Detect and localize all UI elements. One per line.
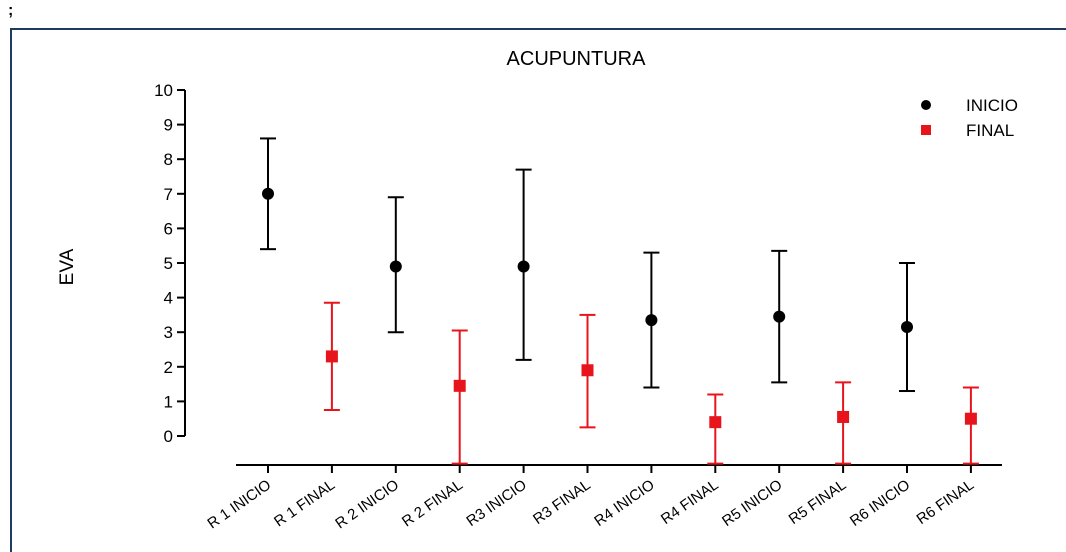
data-point-inicio bbox=[389, 260, 402, 273]
data-point-final bbox=[325, 350, 338, 363]
corner-mark: ; bbox=[8, 2, 14, 19]
x-tick-label: R4 FINAL bbox=[658, 476, 722, 528]
data-point-final bbox=[837, 410, 850, 423]
x-tick-label: R 1 FINAL bbox=[271, 476, 338, 530]
legend-marker-inicio bbox=[921, 100, 931, 110]
y-tick-label: 6 bbox=[164, 219, 173, 238]
chart-title: ACUPUNTURA bbox=[507, 48, 647, 70]
legend-label-final: FINAL bbox=[966, 121, 1014, 140]
y-tick-label: 10 bbox=[154, 81, 173, 100]
y-tick-label: 5 bbox=[164, 254, 173, 273]
data-point-inicio bbox=[773, 310, 786, 323]
axes: 0 1 2 3 4 5 6 7 8 9 10 bbox=[154, 81, 1002, 473]
data-point-final bbox=[453, 379, 466, 392]
data-point-final bbox=[581, 364, 594, 377]
y-tick-label: 1 bbox=[164, 392, 173, 411]
y-tick-label: 0 bbox=[164, 427, 173, 446]
x-tick-label: R3 INICIO bbox=[463, 476, 529, 530]
data-point-inicio bbox=[517, 260, 530, 273]
legend: INICIO FINAL bbox=[921, 96, 1018, 140]
y-tick-label: 3 bbox=[164, 323, 173, 342]
legend-marker-final bbox=[921, 125, 931, 135]
x-tick-label: R5 INICIO bbox=[719, 476, 785, 530]
x-tick-label: R3 FINAL bbox=[530, 476, 594, 528]
y-tick-label: 8 bbox=[164, 150, 173, 169]
data-markers bbox=[262, 187, 977, 429]
x-tick-label: R 2 FINAL bbox=[399, 476, 466, 530]
y-tick-label: 2 bbox=[164, 358, 173, 377]
error-bars bbox=[260, 137, 979, 465]
x-tick-label: R 2 INICIO bbox=[332, 476, 402, 532]
y-axis-label: EVA bbox=[57, 248, 78, 285]
x-tick-label: R 1 INICIO bbox=[204, 476, 274, 532]
x-tick-label: R6 FINAL bbox=[913, 476, 977, 528]
data-point-inicio bbox=[901, 321, 913, 334]
x-tick-label: R6 INICIO bbox=[847, 476, 913, 530]
data-point-inicio bbox=[262, 187, 274, 200]
legend-label-inicio: INICIO bbox=[966, 96, 1018, 115]
data-point-final bbox=[709, 416, 722, 429]
x-tick-label: R5 FINAL bbox=[786, 476, 850, 528]
y-tick-label: 7 bbox=[164, 185, 173, 204]
data-point-inicio bbox=[645, 314, 658, 327]
y-tick-label: 4 bbox=[164, 289, 173, 308]
chart-frame bbox=[10, 28, 1066, 552]
y-tick-label: 9 bbox=[164, 116, 173, 135]
x-tick-label: R4 INICIO bbox=[591, 476, 657, 530]
data-point-final bbox=[964, 412, 977, 425]
